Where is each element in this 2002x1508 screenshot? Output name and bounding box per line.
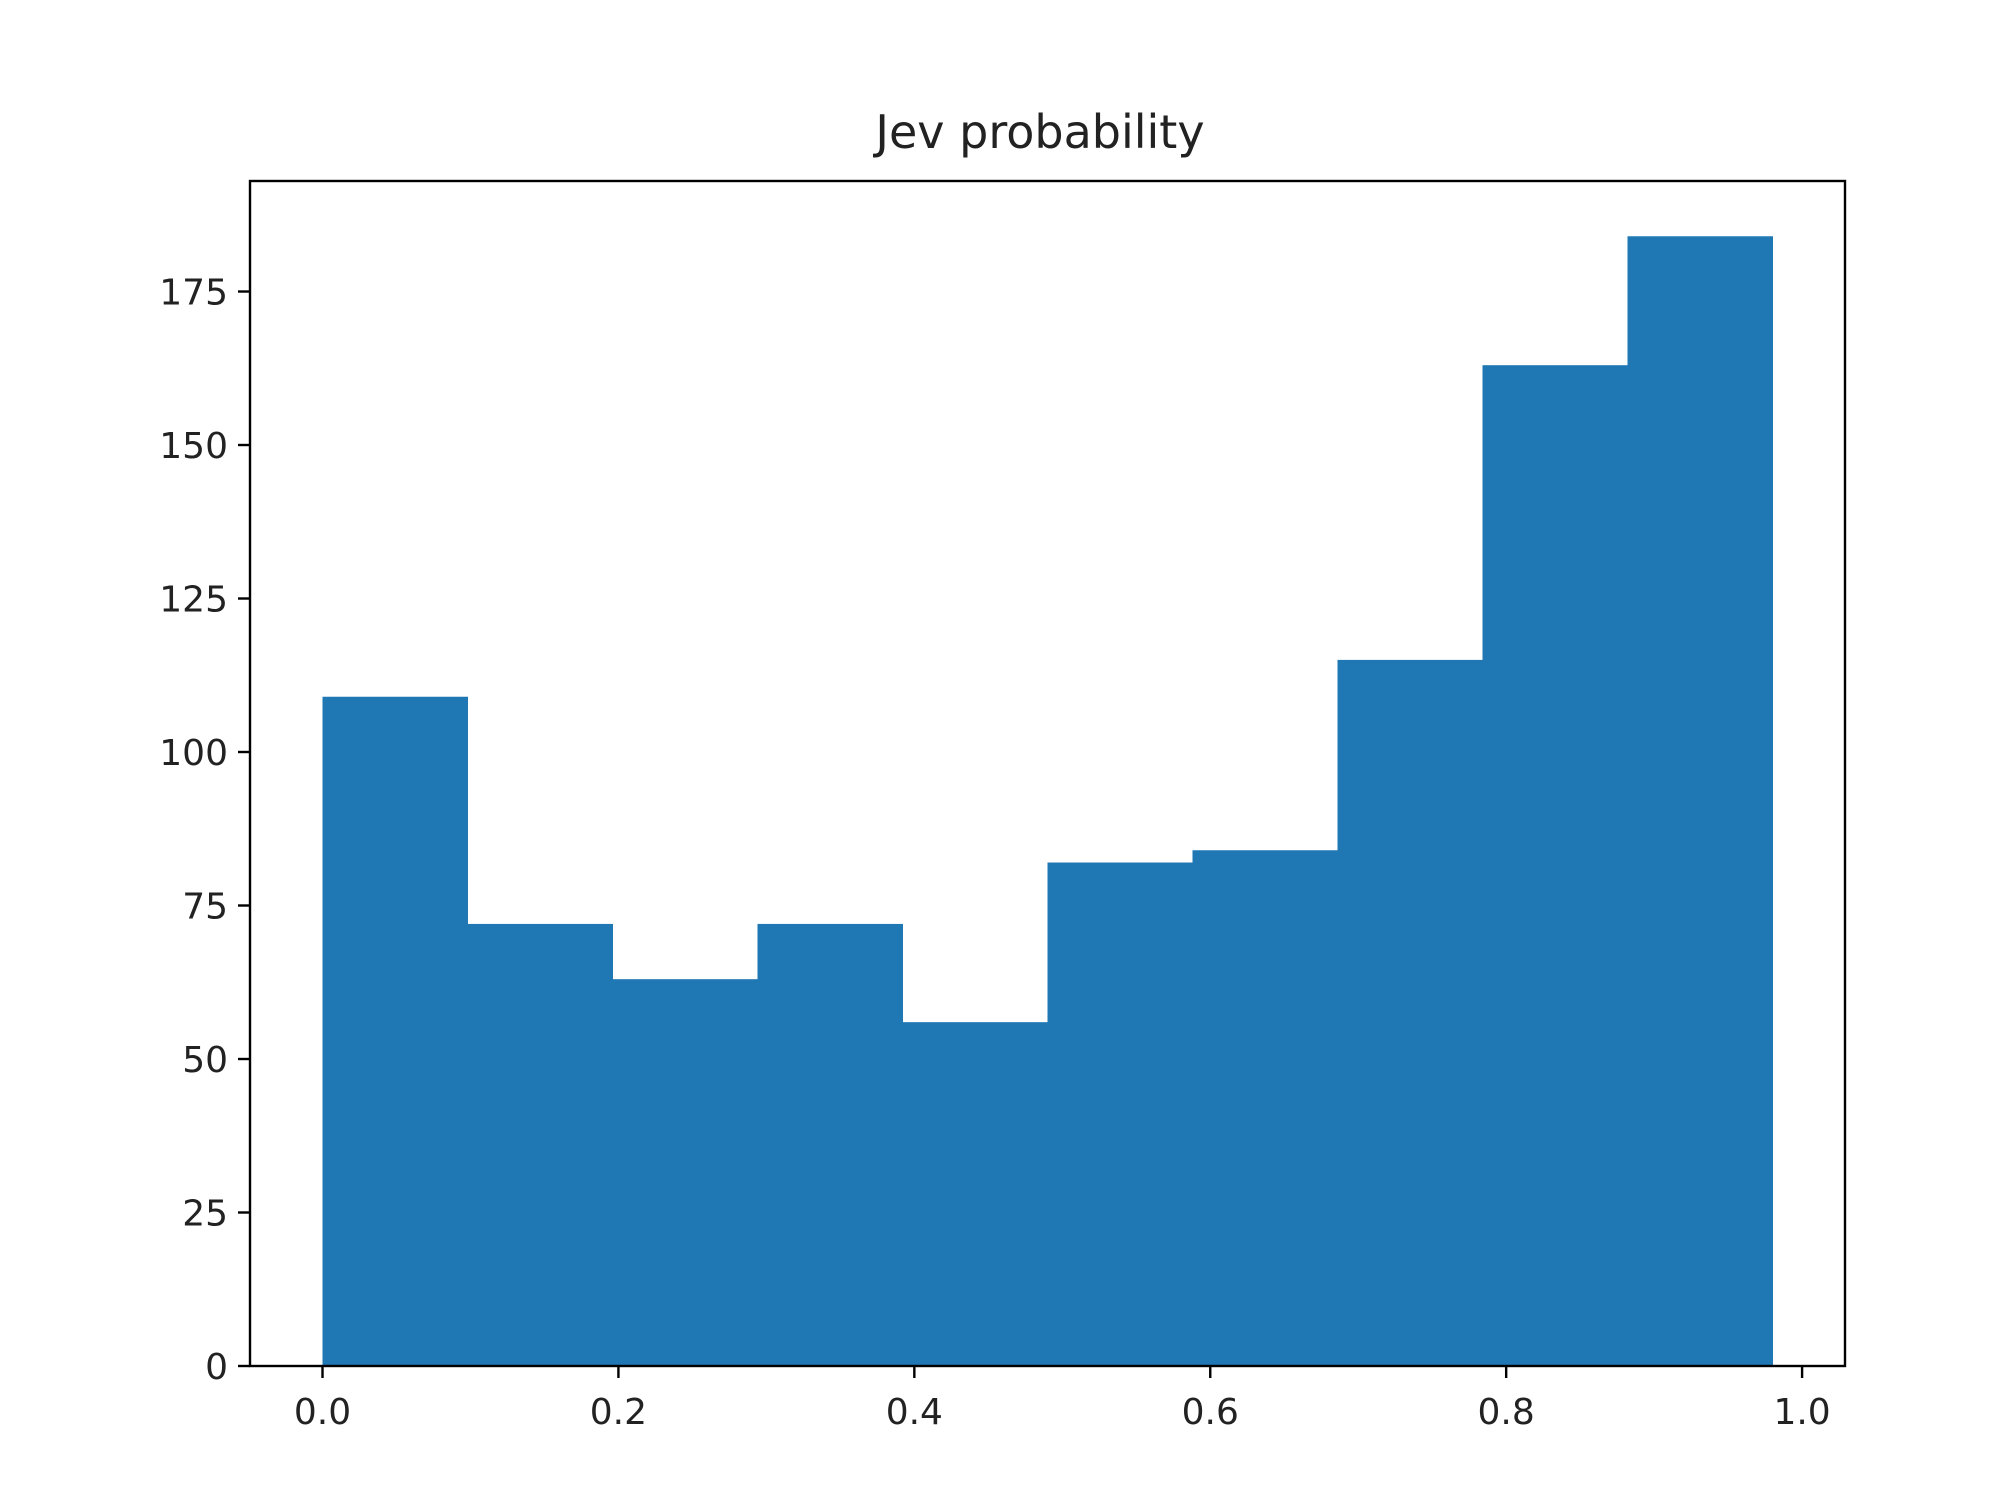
histogram-bar — [902, 1022, 1048, 1366]
bars-layer — [322, 236, 1773, 1367]
histogram-bar — [467, 923, 613, 1366]
x-tick-label: 1.0 — [1773, 1392, 1830, 1433]
x-tick-label: 0.8 — [1478, 1392, 1535, 1433]
chart-title: Jev probability — [872, 105, 1204, 159]
histogram-bar — [1482, 365, 1628, 1366]
y-tick-label: 150 — [159, 426, 228, 467]
histogram-bar — [1627, 236, 1773, 1367]
y-tick-label: 0 — [205, 1347, 228, 1388]
plot-frame — [248, 179, 1847, 1368]
x-tick-label: 0.0 — [294, 1392, 351, 1433]
y-tick-label: 125 — [159, 580, 228, 621]
axes-layer: 0.0 0.2 0.4 0.6 0.8 1.0 0 25 50 75 100 125 150 175 — [159, 179, 1847, 1433]
y-tick-label: 100 — [159, 733, 228, 774]
histogram-bar — [1337, 659, 1483, 1366]
histogram-bar — [1192, 850, 1338, 1366]
histogram-bar — [1047, 862, 1193, 1366]
x-tick-label: 0.2 — [590, 1392, 647, 1433]
y-tick-label: 50 — [182, 1040, 228, 1081]
y-tick-label: 75 — [182, 887, 228, 928]
histogram-bar — [322, 696, 468, 1366]
histogram-bar — [612, 979, 758, 1366]
x-tick-label: 0.6 — [1182, 1392, 1239, 1433]
y-tick-label: 25 — [182, 1194, 228, 1235]
histogram-bar — [757, 923, 903, 1366]
x-tick-label: 0.4 — [886, 1392, 943, 1433]
y-tick-label: 175 — [159, 273, 228, 314]
